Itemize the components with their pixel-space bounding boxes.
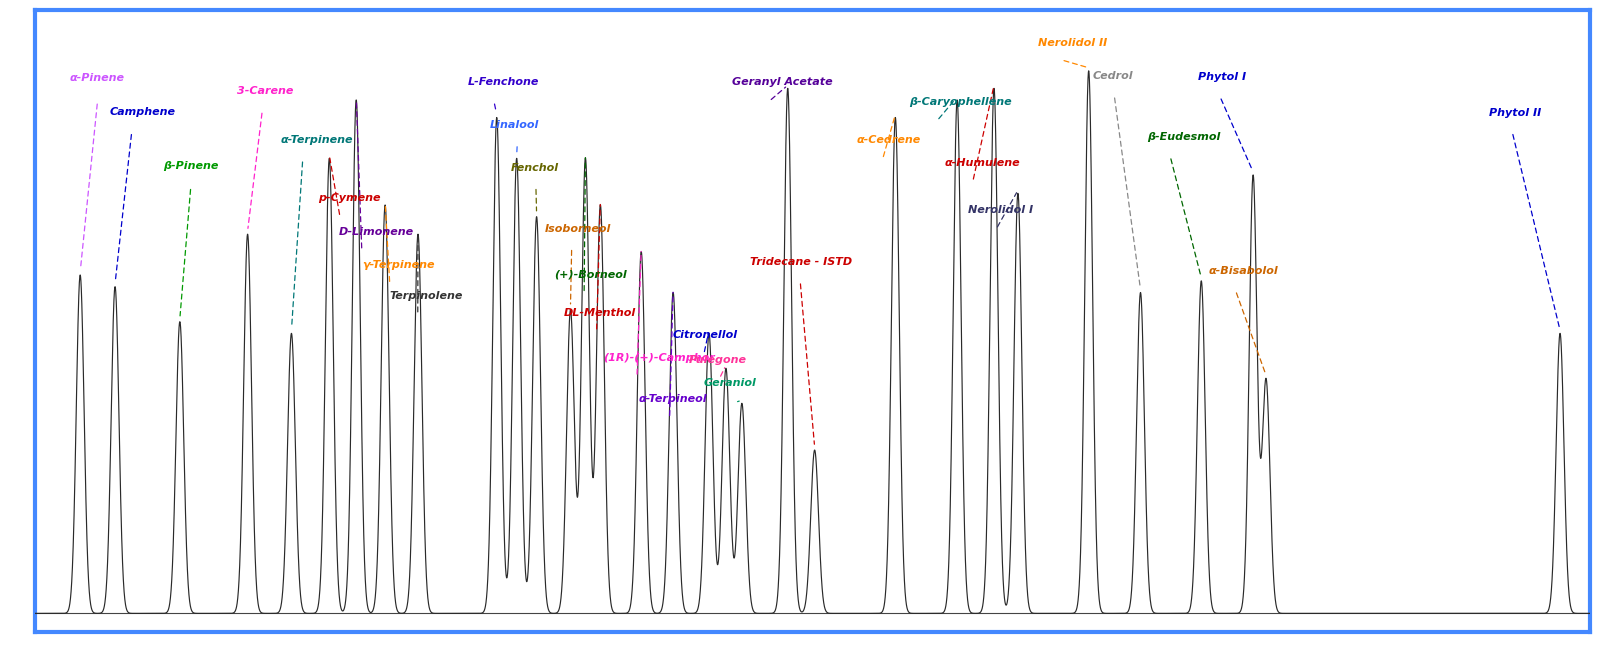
Text: Phytol II: Phytol II xyxy=(1488,108,1541,118)
Text: α-Humulene: α-Humulene xyxy=(944,158,1019,168)
Text: DL-Menthol: DL-Menthol xyxy=(563,308,636,318)
Text: α-Terpineol: α-Terpineol xyxy=(639,394,706,404)
Text: γ-Terpinene: γ-Terpinene xyxy=(361,260,433,270)
Text: β-Pinene: β-Pinene xyxy=(162,161,218,172)
Text: 3-Carene: 3-Carene xyxy=(238,86,294,97)
Text: Nerolidol II: Nerolidol II xyxy=(1037,38,1106,47)
Text: β-Eudesmol: β-Eudesmol xyxy=(1146,132,1220,142)
Text: Tridecane - ISTD: Tridecane - ISTD xyxy=(750,257,852,267)
Text: Fenchol: Fenchol xyxy=(510,163,559,172)
Text: Nerolidol I: Nerolidol I xyxy=(968,205,1032,215)
Text: L-Fenchone: L-Fenchone xyxy=(467,77,539,88)
Text: Geraniol: Geraniol xyxy=(703,378,756,388)
Text: Pulegone: Pulegone xyxy=(689,355,746,365)
Text: Linalool: Linalool xyxy=(490,120,538,130)
Text: D-Limonene: D-Limonene xyxy=(339,226,414,237)
Text: β-Caryophellene: β-Caryophellene xyxy=(908,97,1011,107)
Text: p-Cymene: p-Cymene xyxy=(318,193,380,203)
Text: Cedrol: Cedrol xyxy=(1091,71,1133,81)
Text: (+)-Borneol: (+)-Borneol xyxy=(554,269,628,280)
Text: α-Cedrene: α-Cedrene xyxy=(855,135,920,145)
Text: Phytol I: Phytol I xyxy=(1197,72,1245,82)
Text: α-Terpinene: α-Terpinene xyxy=(281,135,353,145)
Text: Citronellol: Citronellol xyxy=(672,330,737,340)
Text: (1R)-(+)-Camphor: (1R)-(+)-Camphor xyxy=(602,353,714,363)
Text: α-Pinene: α-Pinene xyxy=(69,73,125,83)
Text: Isoborneol: Isoborneol xyxy=(546,224,612,234)
Text: Geranyl Acetate: Geranyl Acetate xyxy=(732,77,831,88)
Text: α-Bisabolol: α-Bisabolol xyxy=(1209,266,1278,276)
Text: Camphene: Camphene xyxy=(109,107,177,116)
Text: Terpinolene: Terpinolene xyxy=(390,291,462,301)
